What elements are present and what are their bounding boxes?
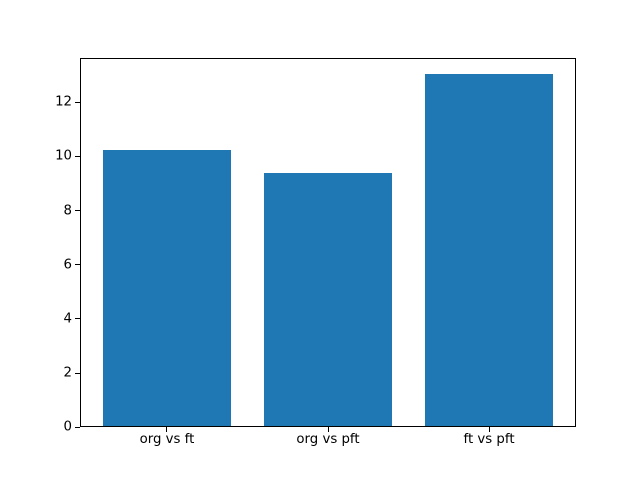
y-axis-tick-label: 12: [55, 94, 72, 110]
y-axis-tick: [75, 264, 80, 266]
y-axis-tick-label: 6: [63, 257, 72, 273]
bar-org-vs-ft: [102, 150, 232, 427]
x-axis-category-label: org vs ft: [139, 431, 195, 447]
bar-ft-vs-pft: [424, 74, 554, 427]
x-axis-tick: [488, 427, 490, 433]
plot-area: [80, 57, 576, 428]
y-axis-tick-label: 4: [63, 311, 72, 327]
y-axis-tick-label: 0: [63, 419, 72, 435]
x-axis-category-label: org vs pft: [296, 431, 360, 447]
x-axis-tick: [327, 427, 329, 433]
y-axis-tick: [75, 372, 80, 374]
y-axis-tick: [75, 210, 80, 212]
x-axis-tick: [166, 427, 168, 433]
bar-org-vs-pft: [263, 173, 393, 427]
y-axis-tick: [75, 155, 80, 157]
y-axis-tick: [75, 426, 80, 428]
y-axis-tick: [75, 101, 80, 103]
y-axis-tick-label: 8: [63, 202, 72, 218]
y-axis-tick: [75, 318, 80, 320]
x-axis-category-label: ft vs pft: [463, 431, 515, 447]
y-axis-tick-label: 2: [63, 365, 72, 381]
y-axis-tick-label: 10: [55, 148, 72, 164]
